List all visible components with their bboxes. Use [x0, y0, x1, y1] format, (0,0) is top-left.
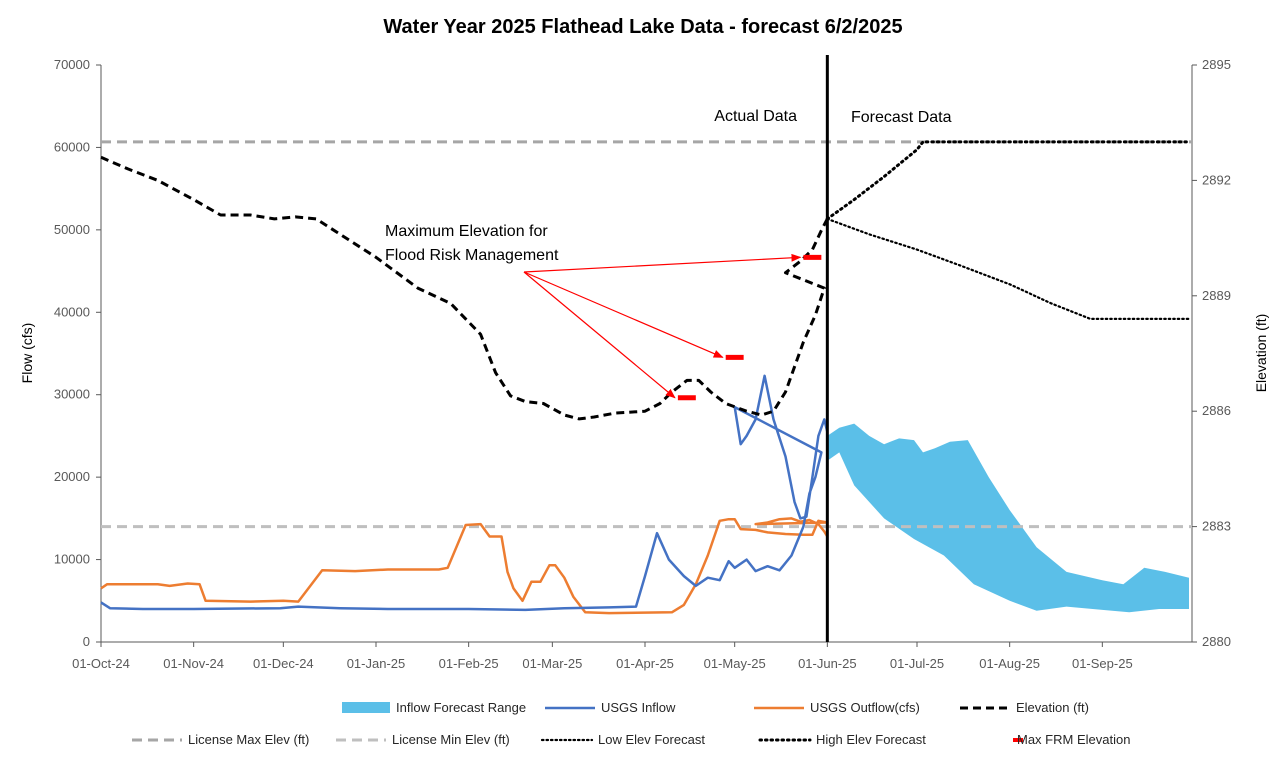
y-tick-label: 50000: [54, 222, 90, 237]
x-tick-label: 01-Aug-25: [979, 656, 1040, 671]
annotation-line-1: Maximum Elevation for: [385, 223, 548, 240]
legend-label: USGS Outflow(cfs): [810, 700, 920, 715]
y2-tick-label: 2892: [1202, 172, 1231, 187]
series-layer: [100, 55, 1193, 643]
y2-ticks: 2880 2883 2886 2889 2892 2895: [1192, 57, 1231, 649]
annotation-arrow: [523, 253, 802, 273]
annotation-arrow: [523, 271, 724, 358]
x-tick-label: 01-Oct-24: [72, 656, 130, 671]
region-label-forecast: Forecast Data: [851, 109, 952, 126]
annotation-line-2: Flood Risk Management: [385, 247, 559, 264]
inflow-forecast-range-area: [827, 423, 1189, 613]
x-tick-label: 01-Apr-25: [616, 656, 674, 671]
legend-label: Elevation (ft): [1016, 700, 1089, 715]
y2-axis-label: Elevation (ft): [1253, 314, 1269, 393]
low-elev-forecast-line: [826, 217, 1191, 320]
legend: Inflow Forecast Range USGS Inflow USGS Out…: [132, 700, 1130, 747]
legend-label: USGS Inflow: [601, 700, 676, 715]
region-label-actual: Actual Data: [714, 108, 797, 125]
x-tick-label: 01-Jan-25: [347, 656, 406, 671]
legend-label: License Max Elev (ft): [188, 732, 309, 747]
y-tick-label: 40000: [54, 304, 90, 319]
legend-label: Max FRM Elevation: [1017, 732, 1130, 747]
elevation-line: [100, 155, 829, 421]
y-axis-label: Flow (cfs): [19, 323, 35, 384]
y-tick-label: 10000: [54, 552, 90, 567]
x-tick-label: 01-Nov-24: [163, 656, 224, 671]
y-tick-label: 30000: [54, 387, 90, 402]
y2-tick-label: 2883: [1202, 519, 1231, 534]
y2-tick-label: 2889: [1202, 288, 1231, 303]
y2-tick-label: 2880: [1202, 634, 1231, 649]
y-tick-label: 20000: [54, 469, 90, 484]
legend-label: License Min Elev (ft): [392, 732, 510, 747]
y-tick-label: 0: [83, 634, 90, 649]
legend-label: Low Elev Forecast: [598, 732, 705, 747]
y-tick-label: 60000: [54, 139, 90, 154]
y-tick-label: 70000: [54, 57, 90, 72]
legend-label: Inflow Forecast Range: [396, 700, 526, 715]
annotation-arrow: [523, 271, 676, 399]
legend-label: High Elev Forecast: [816, 732, 926, 747]
x-tick-label: 01-May-25: [704, 656, 766, 671]
usgs-inflow-line: [100, 374, 829, 612]
high-elev-forecast-line: [825, 140, 1191, 221]
x-tick-label: 01-Jun-25: [798, 656, 857, 671]
x-tick-label: 01-Dec-24: [253, 656, 314, 671]
legend-swatch-inflow-range: [342, 702, 390, 713]
y2-tick-label: 2886: [1202, 403, 1231, 418]
x-ticks: 01-Oct-24 01-Nov-24 01-Dec-24 01-Jan-25 01-F…: [72, 642, 1133, 671]
chart-title: Water Year 2025 Flathead Lake Data - for…: [383, 16, 902, 38]
x-tick-label: 01-Mar-25: [522, 656, 582, 671]
x-tick-label: 01-Sep-25: [1072, 656, 1133, 671]
annotation-layer: Maximum Elevation for Flood Risk Managem…: [385, 108, 952, 399]
x-tick-label: 01-Jul-25: [890, 656, 944, 671]
y2-tick-label: 2895: [1202, 57, 1231, 72]
x-tick-label: 01-Feb-25: [439, 656, 499, 671]
usgs-outflow-line: [100, 517, 829, 615]
y-ticks: 0 10000 20000 30000 40000 50000 60000 70000: [54, 57, 101, 649]
